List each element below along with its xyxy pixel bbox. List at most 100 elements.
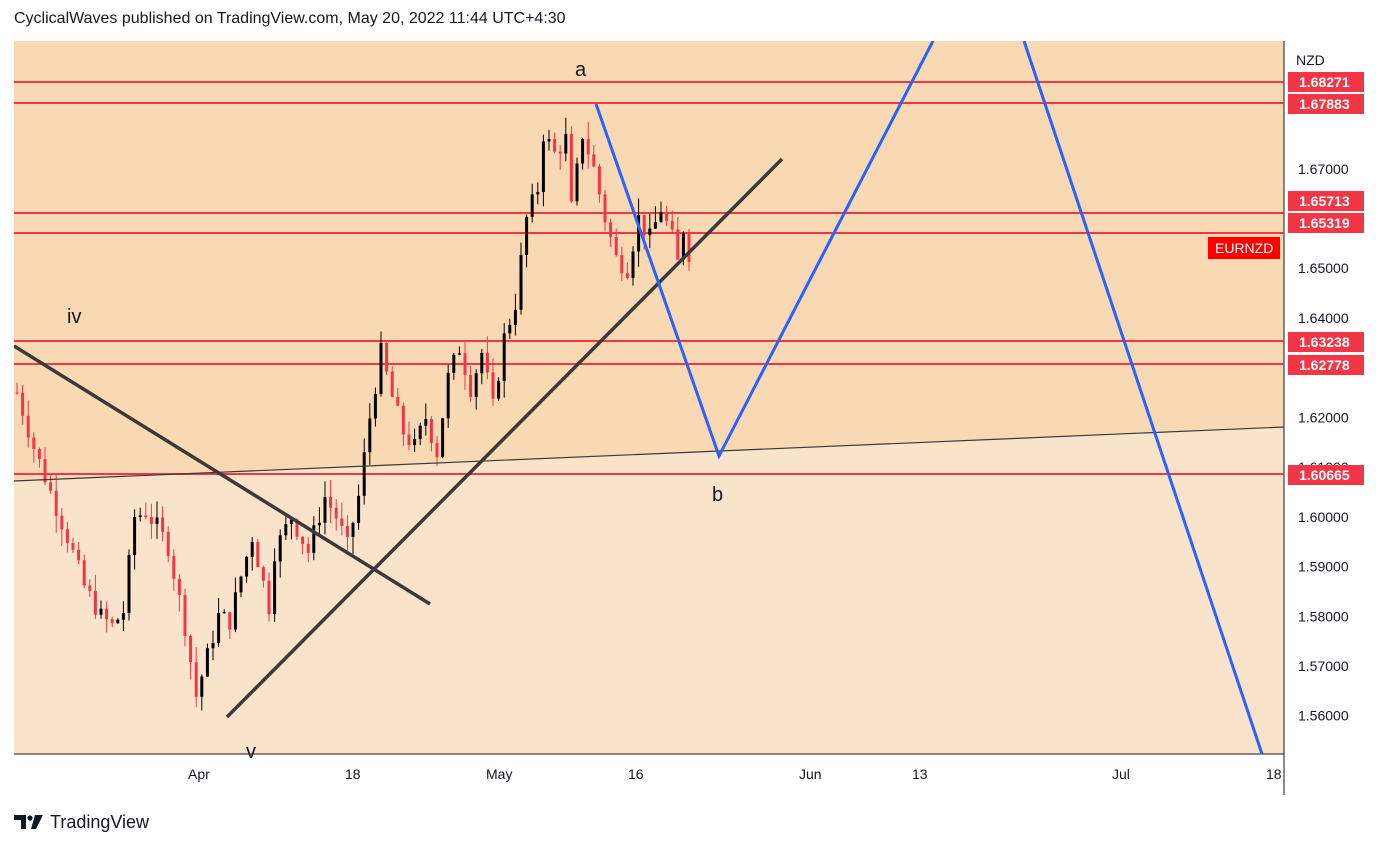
candle: [205, 643, 209, 677]
candle: [519, 242, 523, 315]
time-tick-label: May: [486, 766, 512, 782]
candle: [273, 548, 277, 622]
projection-decline[interactable]: [1022, 40, 1264, 755]
candle: [351, 521, 355, 554]
time-tick-label: Jun: [799, 766, 822, 782]
candle: [144, 502, 148, 520]
candle: [345, 514, 349, 552]
candle: [105, 601, 109, 633]
price-tick-label: 1.59000: [1298, 559, 1349, 575]
time-tick-label: 16: [628, 766, 644, 782]
candle: [653, 206, 657, 229]
candle: [306, 537, 310, 563]
candle: [373, 387, 377, 427]
horizontal-levels[interactable]: [14, 81, 1284, 475]
candle: [637, 198, 641, 267]
wave-label-b: b: [712, 484, 723, 506]
zone-boundary-line[interactable]: [13, 426, 1285, 482]
candle: [676, 217, 680, 260]
candle: [525, 214, 529, 268]
candle: [362, 438, 366, 505]
candle: [665, 205, 669, 227]
candle: [469, 365, 473, 402]
svg-text:1.67883: 1.67883: [1299, 96, 1350, 112]
price-tick-label: 1.67000: [1298, 161, 1349, 177]
candle: [194, 647, 198, 707]
candle: [670, 210, 674, 232]
candle: [177, 574, 181, 612]
candle: [513, 293, 517, 336]
candle: [564, 117, 568, 162]
candle: [390, 366, 394, 398]
candle: [149, 503, 153, 539]
svg-text:1.65713: 1.65713: [1299, 193, 1350, 209]
symbol-badge[interactable]: EURNZD: [1208, 237, 1280, 259]
price-chart[interactable]: a iv b v NZD 1.67000 1.65000 1.64000 1.6200…: [13, 40, 1372, 795]
candle: [116, 618, 120, 625]
descending-trendline[interactable]: [13, 344, 431, 606]
projection-zigzag[interactable]: [594, 40, 935, 460]
candle: [93, 574, 97, 619]
wave-projection[interactable]: [594, 40, 1264, 755]
candle: [592, 145, 596, 168]
candle: [597, 163, 601, 203]
price-axis[interactable]: NZD 1.670001.650001.640001.620001.610001…: [1208, 52, 1364, 724]
price-badge-5: 1.63238: [1288, 332, 1364, 352]
footer-brand: TradingView: [50, 811, 150, 832]
candle: [379, 331, 383, 397]
ascending-trendline[interactable]: [225, 157, 784, 719]
candle: [60, 508, 64, 546]
candle: [250, 536, 254, 571]
candle: [508, 318, 512, 339]
candle: [278, 529, 282, 578]
candle: [172, 549, 176, 591]
time-tick-label: 13: [912, 766, 928, 782]
chart-container[interactable]: a iv b v NZD 1.67000 1.65000 1.64000 1.6200…: [13, 40, 1372, 795]
wave-label-v: v: [246, 741, 256, 763]
price-tick-label: 1.58000: [1298, 608, 1349, 624]
price-tick-label: 1.56000: [1298, 708, 1349, 724]
candle: [49, 473, 53, 494]
candle: [491, 358, 495, 406]
candle: [418, 422, 422, 446]
candle: [256, 539, 260, 568]
candle: [446, 364, 450, 428]
candle: [88, 579, 92, 598]
currency-label: NZD: [1296, 52, 1325, 68]
candle: [26, 400, 30, 448]
upper-zone: [14, 41, 1284, 481]
time-tick-label: Apr: [188, 766, 210, 782]
candle: [155, 501, 159, 539]
candlestick-series[interactable]: [15, 117, 691, 711]
candle: [485, 336, 489, 380]
wave-label-iv: iv: [67, 306, 81, 328]
svg-text:1.68271: 1.68271: [1299, 74, 1350, 90]
candle: [536, 182, 540, 205]
candle: [569, 126, 573, 203]
tradingview-logo-icon: [14, 815, 43, 829]
candle: [77, 542, 81, 565]
candle: [502, 323, 506, 398]
time-tick-label: 18: [1266, 766, 1282, 782]
candle: [200, 674, 204, 711]
candle: [586, 122, 590, 169]
candle: [497, 377, 501, 401]
lower-zone: [14, 427, 1284, 754]
candle: [631, 246, 635, 286]
candle: [357, 484, 361, 530]
wave-labels: a iv b v: [67, 59, 723, 763]
svg-text:1.60665: 1.60665: [1299, 467, 1350, 483]
trendlines[interactable]: [13, 157, 1285, 719]
time-axis[interactable]: Apr 18 May 16 Jun 13 Jul 18: [188, 766, 1282, 782]
time-tick-label: 18: [345, 766, 361, 782]
candle: [620, 246, 624, 282]
candle: [183, 588, 187, 647]
publish-info: CyclicalWaves published on TradingView.c…: [14, 10, 566, 27]
candle: [127, 549, 131, 621]
candle: [463, 340, 467, 390]
candle: [121, 601, 125, 632]
wave-label-a: a: [575, 59, 587, 81]
candle: [441, 417, 445, 459]
candle: [480, 348, 484, 385]
price-badge-6: 1.62778: [1288, 355, 1364, 375]
